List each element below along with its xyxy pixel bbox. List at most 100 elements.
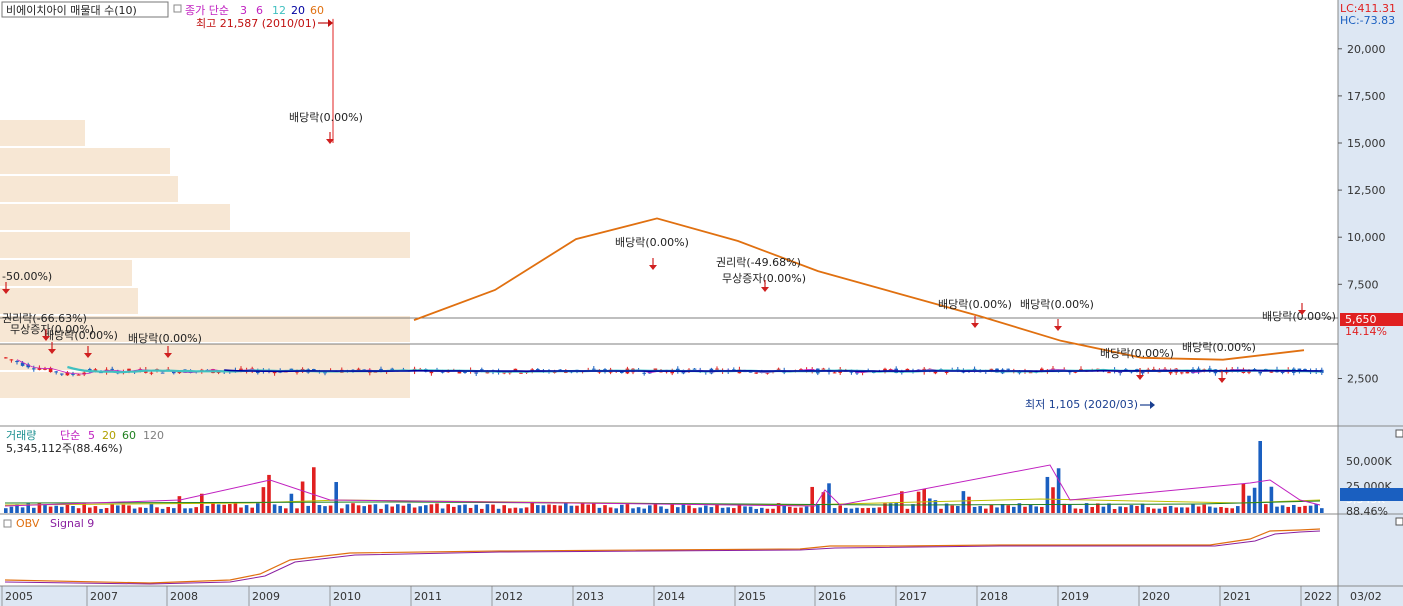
volume-bar xyxy=(978,506,982,513)
volume-bar xyxy=(1079,508,1083,513)
volume-profile-band-7 xyxy=(0,316,410,342)
volume-panel-close-icon[interactable] xyxy=(1395,429,1403,438)
volume-bar xyxy=(300,481,305,513)
volume-bar xyxy=(88,507,92,513)
volume-ma-5: 5 xyxy=(88,429,95,442)
volume-bar xyxy=(368,504,372,513)
volume-bar xyxy=(883,503,887,513)
volume-bar xyxy=(586,504,590,513)
volume-bar xyxy=(54,505,58,513)
hc-label: HC:-73.83 xyxy=(1340,14,1395,27)
volume-bar xyxy=(642,508,646,513)
volume-bar xyxy=(1040,506,1044,513)
volume-bar xyxy=(93,506,98,513)
ma-toggle-icon[interactable] xyxy=(173,4,182,13)
date-label-8: 2014 xyxy=(657,590,685,603)
price-tick-0: 20,000 xyxy=(1347,43,1386,56)
obv-signal-line xyxy=(4,530,1321,585)
event-arrowhead-icon xyxy=(164,353,172,358)
lc-label: LC:411.31 xyxy=(1340,2,1396,15)
event-label-10: 배당락(0.00%) xyxy=(1020,298,1094,311)
volume-bar xyxy=(76,508,81,513)
volume-bar xyxy=(844,507,848,513)
volume-bar xyxy=(1269,486,1274,513)
volume-bar xyxy=(37,503,42,513)
volume-bar xyxy=(1252,487,1257,513)
volume-bar xyxy=(289,493,294,513)
volume-bar xyxy=(580,503,585,513)
volume-bar xyxy=(1280,505,1285,513)
volume-bar xyxy=(502,505,506,513)
volume-bar xyxy=(558,505,562,513)
volume-bar xyxy=(401,505,406,513)
volume-bar xyxy=(636,507,641,513)
volume-bar xyxy=(183,508,187,513)
indicator-box[interactable] xyxy=(1,1,169,18)
date-label-6: 2012 xyxy=(495,590,523,603)
volume-bar xyxy=(855,507,859,513)
volume-bar xyxy=(944,503,949,513)
current-price-label: 5,650 xyxy=(1345,313,1377,326)
event-label-7: 권리락(-49.68%) xyxy=(716,256,801,269)
event-label-8: 무상증자(0.00%) xyxy=(722,272,806,285)
volume-bar xyxy=(496,508,501,513)
volume-bar xyxy=(228,504,232,513)
volume-bar xyxy=(284,508,288,513)
volume-bar xyxy=(860,508,865,513)
volume-profile-band-0 xyxy=(0,120,85,146)
candle xyxy=(692,368,697,370)
volume-bar xyxy=(267,474,271,513)
volume-bar xyxy=(1012,506,1016,513)
volume-bar xyxy=(99,508,103,513)
event-label-0: -50.00%) xyxy=(2,270,52,283)
volume-bar xyxy=(513,507,518,513)
event-arrowhead-icon xyxy=(971,323,979,328)
volume-bar xyxy=(9,506,14,513)
volume-profile-band-6 xyxy=(0,288,138,314)
volume-profile xyxy=(0,120,410,398)
volume-bar xyxy=(1180,507,1184,513)
volume-bar xyxy=(788,506,792,513)
volume-bar xyxy=(256,503,260,513)
obv-panel-close-icon[interactable] xyxy=(1395,517,1403,526)
volume-bar xyxy=(1068,504,1072,513)
volume-profile-band-4 xyxy=(0,232,410,258)
volume-bar xyxy=(1230,508,1234,513)
volume-bar xyxy=(664,508,669,513)
obv-line xyxy=(4,528,1321,584)
volume-bar xyxy=(474,504,478,513)
volume-bar xyxy=(216,504,221,513)
current-change-label: 14.14% xyxy=(1345,325,1387,338)
volume-bar xyxy=(810,486,814,513)
volume-bar xyxy=(832,508,837,513)
volume-bar xyxy=(60,506,64,513)
volume-bar xyxy=(614,508,618,513)
price-axis xyxy=(1338,0,1403,426)
high-annotation: 최고 21,587 (2010/01) xyxy=(196,17,316,30)
volume-bar xyxy=(127,505,131,513)
volume-bar xyxy=(446,504,450,513)
candle xyxy=(48,366,53,373)
high-arrowhead-icon xyxy=(328,19,333,27)
candle xyxy=(1280,371,1285,375)
event-arrowhead-icon xyxy=(1298,310,1306,315)
volume-bar xyxy=(1000,503,1005,513)
price-tick-2: 15,000 xyxy=(1347,137,1386,150)
volume-ma-label: 단순 xyxy=(60,429,80,442)
volume-bar xyxy=(1017,503,1022,513)
volume-bar xyxy=(1208,506,1212,513)
volume-bar xyxy=(1314,504,1318,513)
volume-bar xyxy=(905,508,910,513)
obv-toggle-icon[interactable] xyxy=(3,519,12,528)
volume-bar xyxy=(323,506,327,513)
volume-bar xyxy=(278,505,282,513)
volume-bar xyxy=(1241,483,1246,513)
volume-bar xyxy=(704,505,708,513)
date-label-3: 2009 xyxy=(252,590,280,603)
volume-bar xyxy=(172,508,176,513)
volume-bar xyxy=(648,505,652,513)
volume-bar xyxy=(356,505,361,513)
price-tick-5: 7,500 xyxy=(1347,278,1379,291)
volume-bar xyxy=(1196,506,1201,513)
volume-bar xyxy=(676,507,680,513)
